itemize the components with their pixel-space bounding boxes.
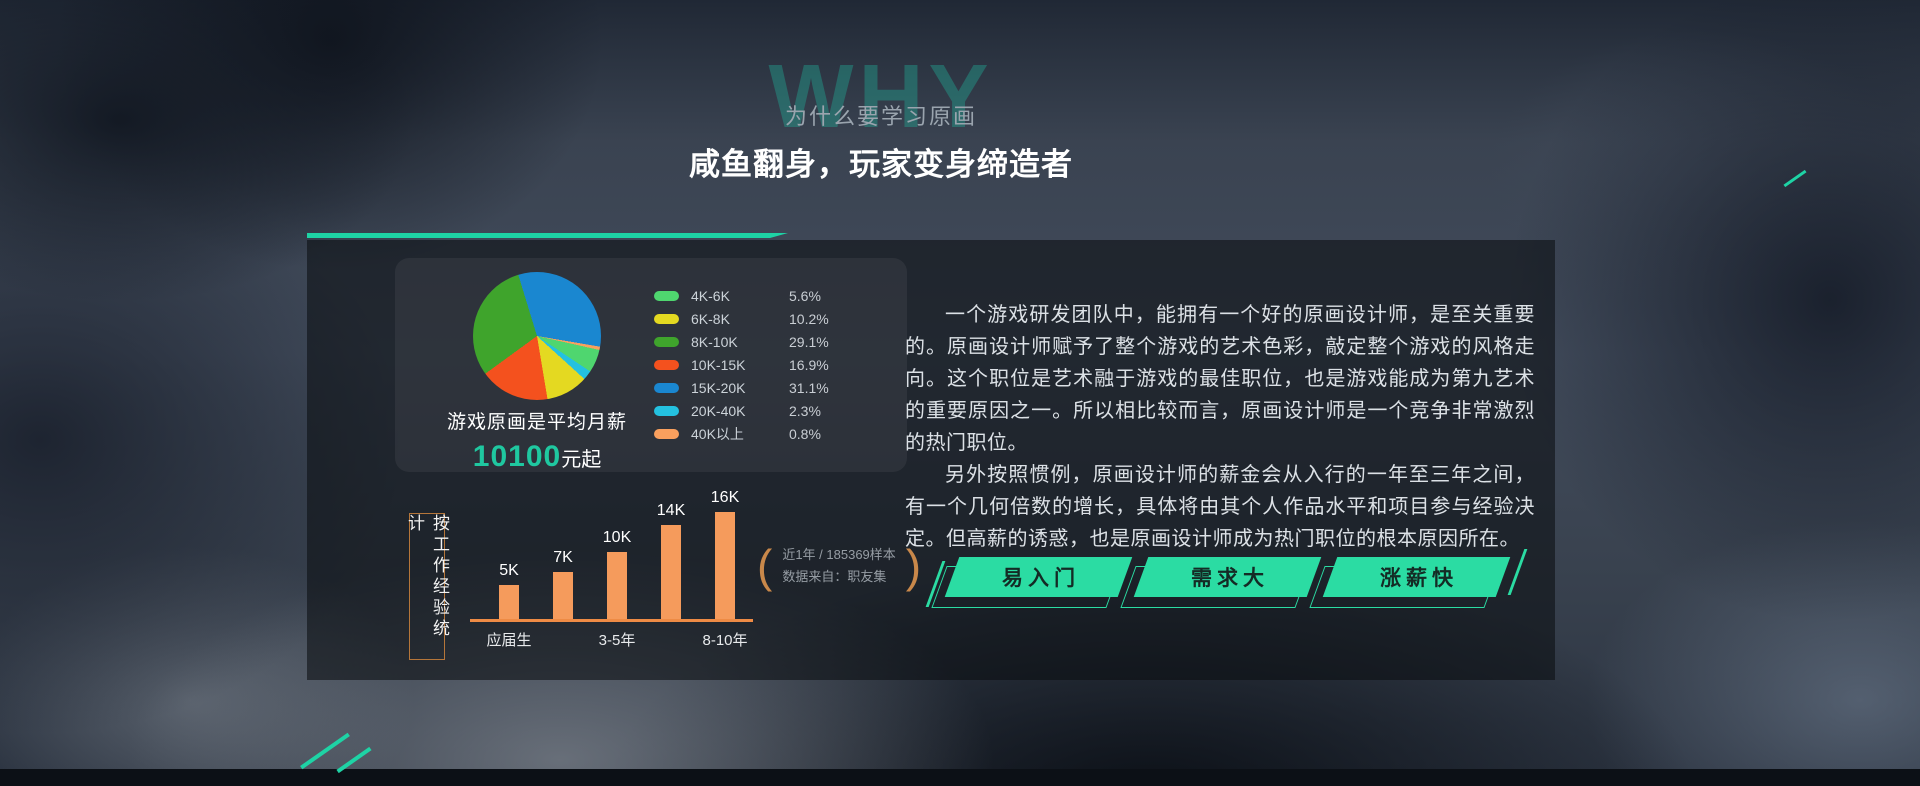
legend-label: 8K-10K [691, 333, 738, 350]
experience-chart-label-box: 按工作经验统计 [405, 513, 449, 660]
legend-percent: 16.9% [789, 356, 829, 373]
section-title: 咸鱼翻身，玩家变身缔造者 [689, 147, 1073, 182]
salary-bar [553, 572, 573, 619]
open-paren-decoration: ( [757, 540, 773, 592]
average-salary-unit: 元起 [561, 449, 602, 471]
legend-row: 6K-8K 10.2% [654, 310, 829, 327]
tag-label: 涨薪快 [1380, 567, 1458, 590]
legend-row: 10K-15K 16.9% [654, 356, 829, 373]
x-axis-label: 8-10年 [702, 632, 748, 649]
legend-row: 40K以上 0.8% [654, 425, 829, 442]
teal-slash-decoration [300, 732, 350, 770]
bar-chart-ticks: 应届生 3-5年 8-10年 [470, 629, 753, 651]
pie-legend: 4K-6K 5.6% 6K-8K 10.2% 8K-10K 29.1% 10K-15K 16.… [654, 287, 829, 442]
bar-group: 5K [479, 562, 539, 619]
article-text-block: 一个游戏研发团队中，能拥有一个好的原画设计师，是至关重要的。原画设计师赋予了整个… [905, 299, 1535, 555]
legend-color-chip [654, 336, 679, 347]
bar-value-label: 7K [553, 549, 573, 566]
average-salary-label: 游戏原画是平均月薪 [446, 412, 627, 433]
legend-color-chip [654, 382, 679, 393]
legend-row: 4K-6K 5.6% [654, 287, 829, 304]
benefit-tags-row: 易入门 需求大 涨薪快 [931, 557, 1511, 608]
tag-button-easy-entry[interactable]: 易入门 [931, 557, 1133, 608]
bar-group: 7K [533, 549, 593, 619]
legend-color-chip [654, 313, 679, 324]
bar-value-label: 14K [656, 502, 686, 519]
legend-color-chip [654, 405, 679, 416]
data-source-note: ( 近1年 / 185369样本 数据来自：职友集 ) [757, 543, 921, 589]
pie-chart [473, 272, 601, 400]
bar-value-label: 5K [499, 562, 519, 579]
x-axis-label: 3-5年 [598, 632, 636, 649]
legend-percent: 10.2% [789, 310, 829, 327]
legend-label: 10K-15K [691, 356, 746, 373]
legend-label: 20K-40K [691, 402, 746, 419]
bar-value-label: 10K [602, 529, 632, 546]
tag-label: 易入门 [1002, 567, 1080, 590]
salary-bar [661, 525, 681, 619]
legend-percent: 5.6% [789, 287, 821, 304]
teal-accent-line [307, 233, 788, 238]
legend-row: 15K-20K 31.1% [654, 379, 829, 396]
data-source-text: 数据来自：职友集 [782, 569, 887, 584]
legend-label: 15K-20K [691, 379, 746, 396]
bar-chart-plot: 5K 7K 10K 14K 16K [470, 480, 753, 619]
legend-color-chip [654, 428, 679, 439]
legend-row: 20K-40K 2.3% [654, 402, 829, 419]
legend-row: 8K-10K 29.1% [654, 333, 829, 350]
tag-label: 需求大 [1191, 567, 1269, 590]
average-salary-value: 10100 [472, 440, 562, 473]
article-paragraph-2: 另外按照惯例，原画设计师的薪金会从入行的一年至三年之间，有一个几何倍数的增长，具… [905, 464, 1535, 550]
bar-group: 10K [587, 529, 647, 619]
salary-bar [499, 585, 519, 619]
legend-label: 4K-6K [691, 287, 730, 304]
section-subtitle: 为什么要学习原画 [784, 104, 978, 129]
legend-label: 6K-8K [691, 310, 730, 327]
legend-percent: 29.1% [789, 333, 829, 350]
bar-value-label: 16K [710, 489, 740, 506]
bar-chart-axis [470, 619, 753, 622]
tag-button-high-demand[interactable]: 需求大 [1120, 557, 1322, 608]
x-axis-label: 应届生 [486, 632, 532, 649]
why-watermark-text: WHY [768, 47, 994, 147]
salary-bar [715, 512, 735, 619]
article-paragraph-1: 一个游戏研发团队中，能拥有一个好的原画设计师，是至关重要的。原画设计师赋予了整个… [905, 304, 1535, 454]
sample-size-text: 近1年 / 185369样本 [782, 547, 896, 562]
legend-color-chip [654, 290, 679, 301]
experience-chart-label: 按工作经验统计 [405, 514, 449, 640]
average-salary-block: 游戏原画是平均月薪 10100元起 [411, 407, 663, 474]
legend-label: 40K以上 [691, 425, 744, 442]
salary-bar [607, 552, 627, 619]
close-paren-decoration: ) [905, 540, 922, 592]
legend-percent: 31.1% [789, 379, 829, 396]
teal-slash-decoration [1783, 169, 1807, 188]
bar-group: 14K [641, 502, 701, 619]
bottom-dark-band [0, 769, 1920, 786]
legend-percent: 2.3% [789, 402, 821, 419]
legend-color-chip [654, 359, 679, 370]
bar-group: 16K [695, 489, 755, 619]
legend-percent: 0.8% [789, 425, 821, 442]
tag-button-fast-raise[interactable]: 涨薪快 [1309, 557, 1511, 608]
